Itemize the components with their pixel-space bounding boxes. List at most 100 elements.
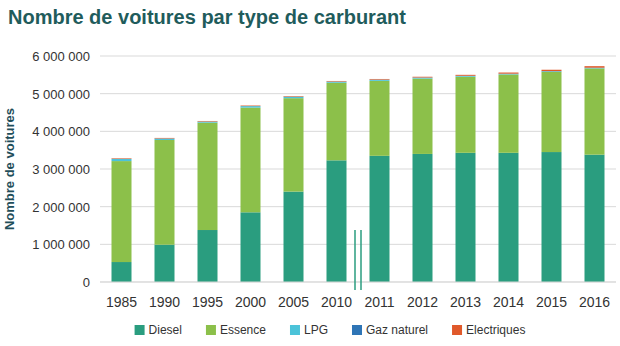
legend-label: Electriques [466,323,525,337]
bar-segment [370,80,390,81]
bar-segment [155,138,175,139]
bar-segment [112,158,132,160]
x-tick-label: 2015 [536,294,567,310]
bar-segment [413,79,433,154]
bar-segment [327,83,347,161]
bar-segment [155,137,175,139]
grid-line [100,282,616,283]
bar-segment [370,81,390,156]
bar-segment [585,68,605,154]
bar-segment [585,66,605,68]
bar-segment [112,158,132,159]
x-tick-label: 2013 [450,294,481,310]
bar-segment [155,140,175,245]
bar-segment [198,122,218,123]
x-axis [100,282,616,283]
grid-line [100,244,616,245]
bar-segment [155,138,175,140]
bar-segment [327,81,347,82]
bar-segment [284,192,304,282]
grid-line [100,206,616,207]
bar-segment [456,75,476,76]
bar-segment [327,80,347,82]
legend-swatch [290,325,300,335]
bar-segment [284,97,304,99]
bar-segment [413,77,433,78]
bar-segment [370,79,390,80]
y-tick-label: 3 000 000 [32,162,90,177]
bar-segment [198,230,218,282]
bar-segment [456,77,476,153]
bar-segment [198,123,218,230]
bar-segment [155,245,175,282]
bar-segment [499,73,519,74]
bar-segment [542,71,562,72]
bar-segment [542,72,562,152]
x-tick-label: 1985 [106,294,137,310]
bar-segment [456,74,476,76]
bar-segment [198,120,218,122]
bar-segment [112,262,132,282]
bar-segment [241,105,261,107]
legend-label: Gaz naturel [366,323,428,337]
bar-segment [413,154,433,282]
bar-segment [284,98,304,191]
bar-segment [370,78,390,80]
bar-segment [327,160,347,282]
bar-segment [499,73,519,75]
bar-segment [499,153,519,282]
bar-segment [241,108,261,213]
bar-segment [327,82,347,83]
bar-segment [284,96,304,97]
legend-swatch [352,325,362,335]
y-tick-label: 5 000 000 [32,87,90,102]
title: Nombre de voitures par type de carburant [8,6,406,28]
bar-segment [112,161,132,262]
legend-label: Essence [220,323,266,337]
bar-segment [284,96,304,98]
bar-segment [542,70,562,71]
y-tick-label: 2 000 000 [32,200,90,215]
y-tick-label: 0 [83,275,90,290]
bar-segment [198,121,218,122]
bar-segment [241,106,261,108]
bar-segment [370,156,390,282]
x-tick-label: 2005 [278,294,309,310]
legend: Diesel Essence LPG Gaz naturel Electriques [135,323,526,337]
grid-line [100,131,616,132]
legend-label: LPG [304,323,328,337]
grid-line [100,56,616,57]
bar-segment [413,77,433,79]
x-tick-label: 2016 [579,294,610,310]
bar-segment [499,74,519,152]
chart: Nombre de voitures par type de carburant… [0,0,620,346]
bar-segment [241,106,261,107]
x-tick-label: 2011 [364,294,394,310]
x-tick-label: 2010 [321,294,352,310]
bar-segment [585,155,605,282]
legend-swatch [135,325,145,335]
axis-break [360,230,362,290]
bar-segment [112,159,132,161]
bar-segment [413,76,433,78]
legend-label: Diesel [149,323,182,337]
bar-segment [241,212,261,282]
grid-line [100,93,616,94]
x-tick-label: 2000 [235,294,266,310]
bar-segment [456,75,476,77]
legend-swatch [206,325,216,335]
bar-segment [499,73,519,74]
bar-segment [585,68,605,69]
bar-segment [456,153,476,282]
y-tick-label: 4 000 000 [32,124,90,139]
x-tick-label: 1990 [149,294,180,310]
bar-segment [542,152,562,282]
legend-swatch [452,325,462,335]
bar-segment [542,71,562,72]
x-tick-label: 2014 [493,294,524,310]
x-tick-label: 2012 [407,294,438,310]
x-tick-label: 1995 [192,294,223,310]
y-tick-label: 1 000 000 [32,237,90,252]
grid-line [100,169,616,170]
axis-break [354,230,356,290]
